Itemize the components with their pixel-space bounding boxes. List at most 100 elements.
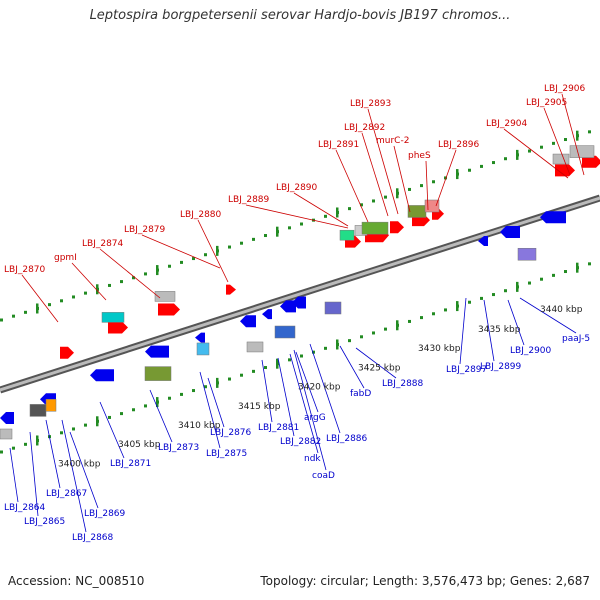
- forward-gene-label: LBJ_2889: [228, 195, 270, 205]
- reverse-label-leader: [149, 389, 173, 443]
- tick-dot: [72, 295, 75, 299]
- tick-dot: [444, 308, 447, 312]
- tick-dot: [108, 283, 111, 287]
- major-tick: [336, 207, 339, 218]
- forward-gene-box: [552, 153, 570, 165]
- tick-dot: [24, 442, 27, 446]
- reverse-gene-label: LBJ_2881: [258, 423, 299, 433]
- reverse-gene-label: LBJ_2871: [110, 459, 151, 469]
- reverse-gene-label: fabD: [350, 389, 371, 399]
- gene-features: [0, 145, 600, 440]
- reverse-gene-box: [274, 325, 296, 339]
- tick-dot: [168, 264, 171, 268]
- scale-tick-label: 3430 kbp: [418, 344, 461, 354]
- reverse-gene-label: LBJ_2867: [46, 489, 87, 499]
- major-tick: [516, 149, 519, 160]
- scale-tick-label: 3425 kbp: [358, 363, 401, 373]
- forward-gene-label: gpmI: [54, 253, 77, 263]
- tick-dot: [420, 184, 423, 188]
- forward-gene-arrow: [60, 346, 74, 359]
- reverse-gene-arrow: [540, 211, 566, 224]
- tick-dot: [228, 245, 231, 249]
- genome-summary-text: Topology: circular; Length: 3,576,473 bp…: [260, 574, 590, 588]
- major-tick: [216, 377, 219, 388]
- reverse-gene-box: [45, 399, 57, 412]
- tick-dot: [192, 257, 195, 261]
- tick-dot: [552, 273, 555, 277]
- forward-gene-label: LBJ_2905: [526, 98, 567, 108]
- tick-dot: [132, 408, 135, 412]
- forward-gene-label: LBJ_2879: [124, 225, 166, 235]
- major-tick: [96, 416, 99, 427]
- forward-label-leader: [435, 149, 457, 207]
- forward-label-leader: [71, 262, 107, 301]
- reverse-gene-label: LBJ_2865: [24, 517, 65, 527]
- forward-gene-label: pheS: [408, 151, 431, 161]
- tick-dot: [324, 214, 327, 218]
- tick-dot: [468, 168, 471, 172]
- forward-gene-arrow: [226, 284, 236, 295]
- forward-gene-box: [101, 312, 125, 323]
- forward-label-leader: [543, 107, 571, 176]
- forward-gene-arrow: [390, 221, 404, 234]
- tick-dot: [408, 187, 411, 191]
- forward-gene-arrow: [158, 303, 180, 316]
- forward-label-leader: [293, 192, 349, 227]
- tick-dot: [144, 404, 147, 408]
- forward-gene-box: [424, 199, 440, 213]
- reverse-gene-arrow: [145, 345, 169, 358]
- reverse-gene-label: coaD: [312, 471, 335, 481]
- reverse-label-leader: [295, 351, 319, 413]
- reverse-gene-arrow: [478, 236, 488, 247]
- forward-gene-label: LBJ_2891: [318, 140, 359, 150]
- reverse-label-leader: [9, 447, 19, 503]
- major-tick: [576, 130, 579, 141]
- reverse-label-leader: [29, 431, 39, 517]
- tick-dot: [360, 335, 363, 339]
- reverse-gene-label: LBJ_2882: [280, 437, 321, 447]
- tick-dot: [84, 423, 87, 427]
- reverse-gene-label: LBJ_2888: [382, 379, 424, 389]
- reverse-gene-arrow: [195, 332, 205, 343]
- tick-dot: [192, 389, 195, 393]
- tick-dot: [504, 157, 507, 161]
- tick-dot: [168, 396, 171, 400]
- tick-dot: [348, 207, 351, 211]
- forward-gene-label: murC-2: [376, 136, 409, 146]
- reverse-gene-box: [144, 366, 172, 381]
- major-tick: [456, 169, 459, 180]
- reverse-gene-label: LBJ_2864: [4, 503, 46, 513]
- tick-dot: [240, 241, 243, 245]
- tick-dot: [264, 366, 267, 370]
- tick-dot: [132, 276, 135, 280]
- forward-gene-label: LBJ_2893: [350, 99, 391, 109]
- tick-dot: [0, 318, 3, 322]
- reverse-gene-arrow: [280, 300, 296, 313]
- tick-dot: [384, 195, 387, 199]
- major-tick: [36, 435, 39, 446]
- forward-gene-arrow: [582, 155, 600, 168]
- forward-gene-label: LBJ_2880: [180, 210, 222, 220]
- reverse-label-leader: [459, 297, 467, 365]
- major-tick: [276, 226, 279, 237]
- forward-label-leader: [393, 145, 411, 213]
- scale-tick-label: 3410 kbp: [178, 421, 221, 431]
- tick-dot: [204, 253, 207, 257]
- tick-dot: [588, 262, 591, 266]
- forward-gene-label: LBJ_2870: [4, 265, 46, 275]
- tick-dot: [564, 270, 567, 274]
- major-tick: [516, 281, 519, 292]
- reverse-label-leader: [261, 359, 273, 423]
- tick-dot: [384, 327, 387, 331]
- forward-gene-box: [339, 229, 355, 241]
- scale-tick-label: 3400 kbp: [58, 459, 101, 469]
- forward-label-leader: [503, 128, 569, 179]
- forward-gene-arrow: [555, 164, 575, 177]
- forward-label-leader: [197, 219, 229, 283]
- reverse-gene-arrow: [90, 369, 114, 382]
- tick-dot: [204, 385, 207, 389]
- forward-label-leader: [141, 234, 221, 269]
- reverse-gene-label: LBJ_2869: [84, 509, 126, 519]
- tick-dot: [552, 141, 555, 145]
